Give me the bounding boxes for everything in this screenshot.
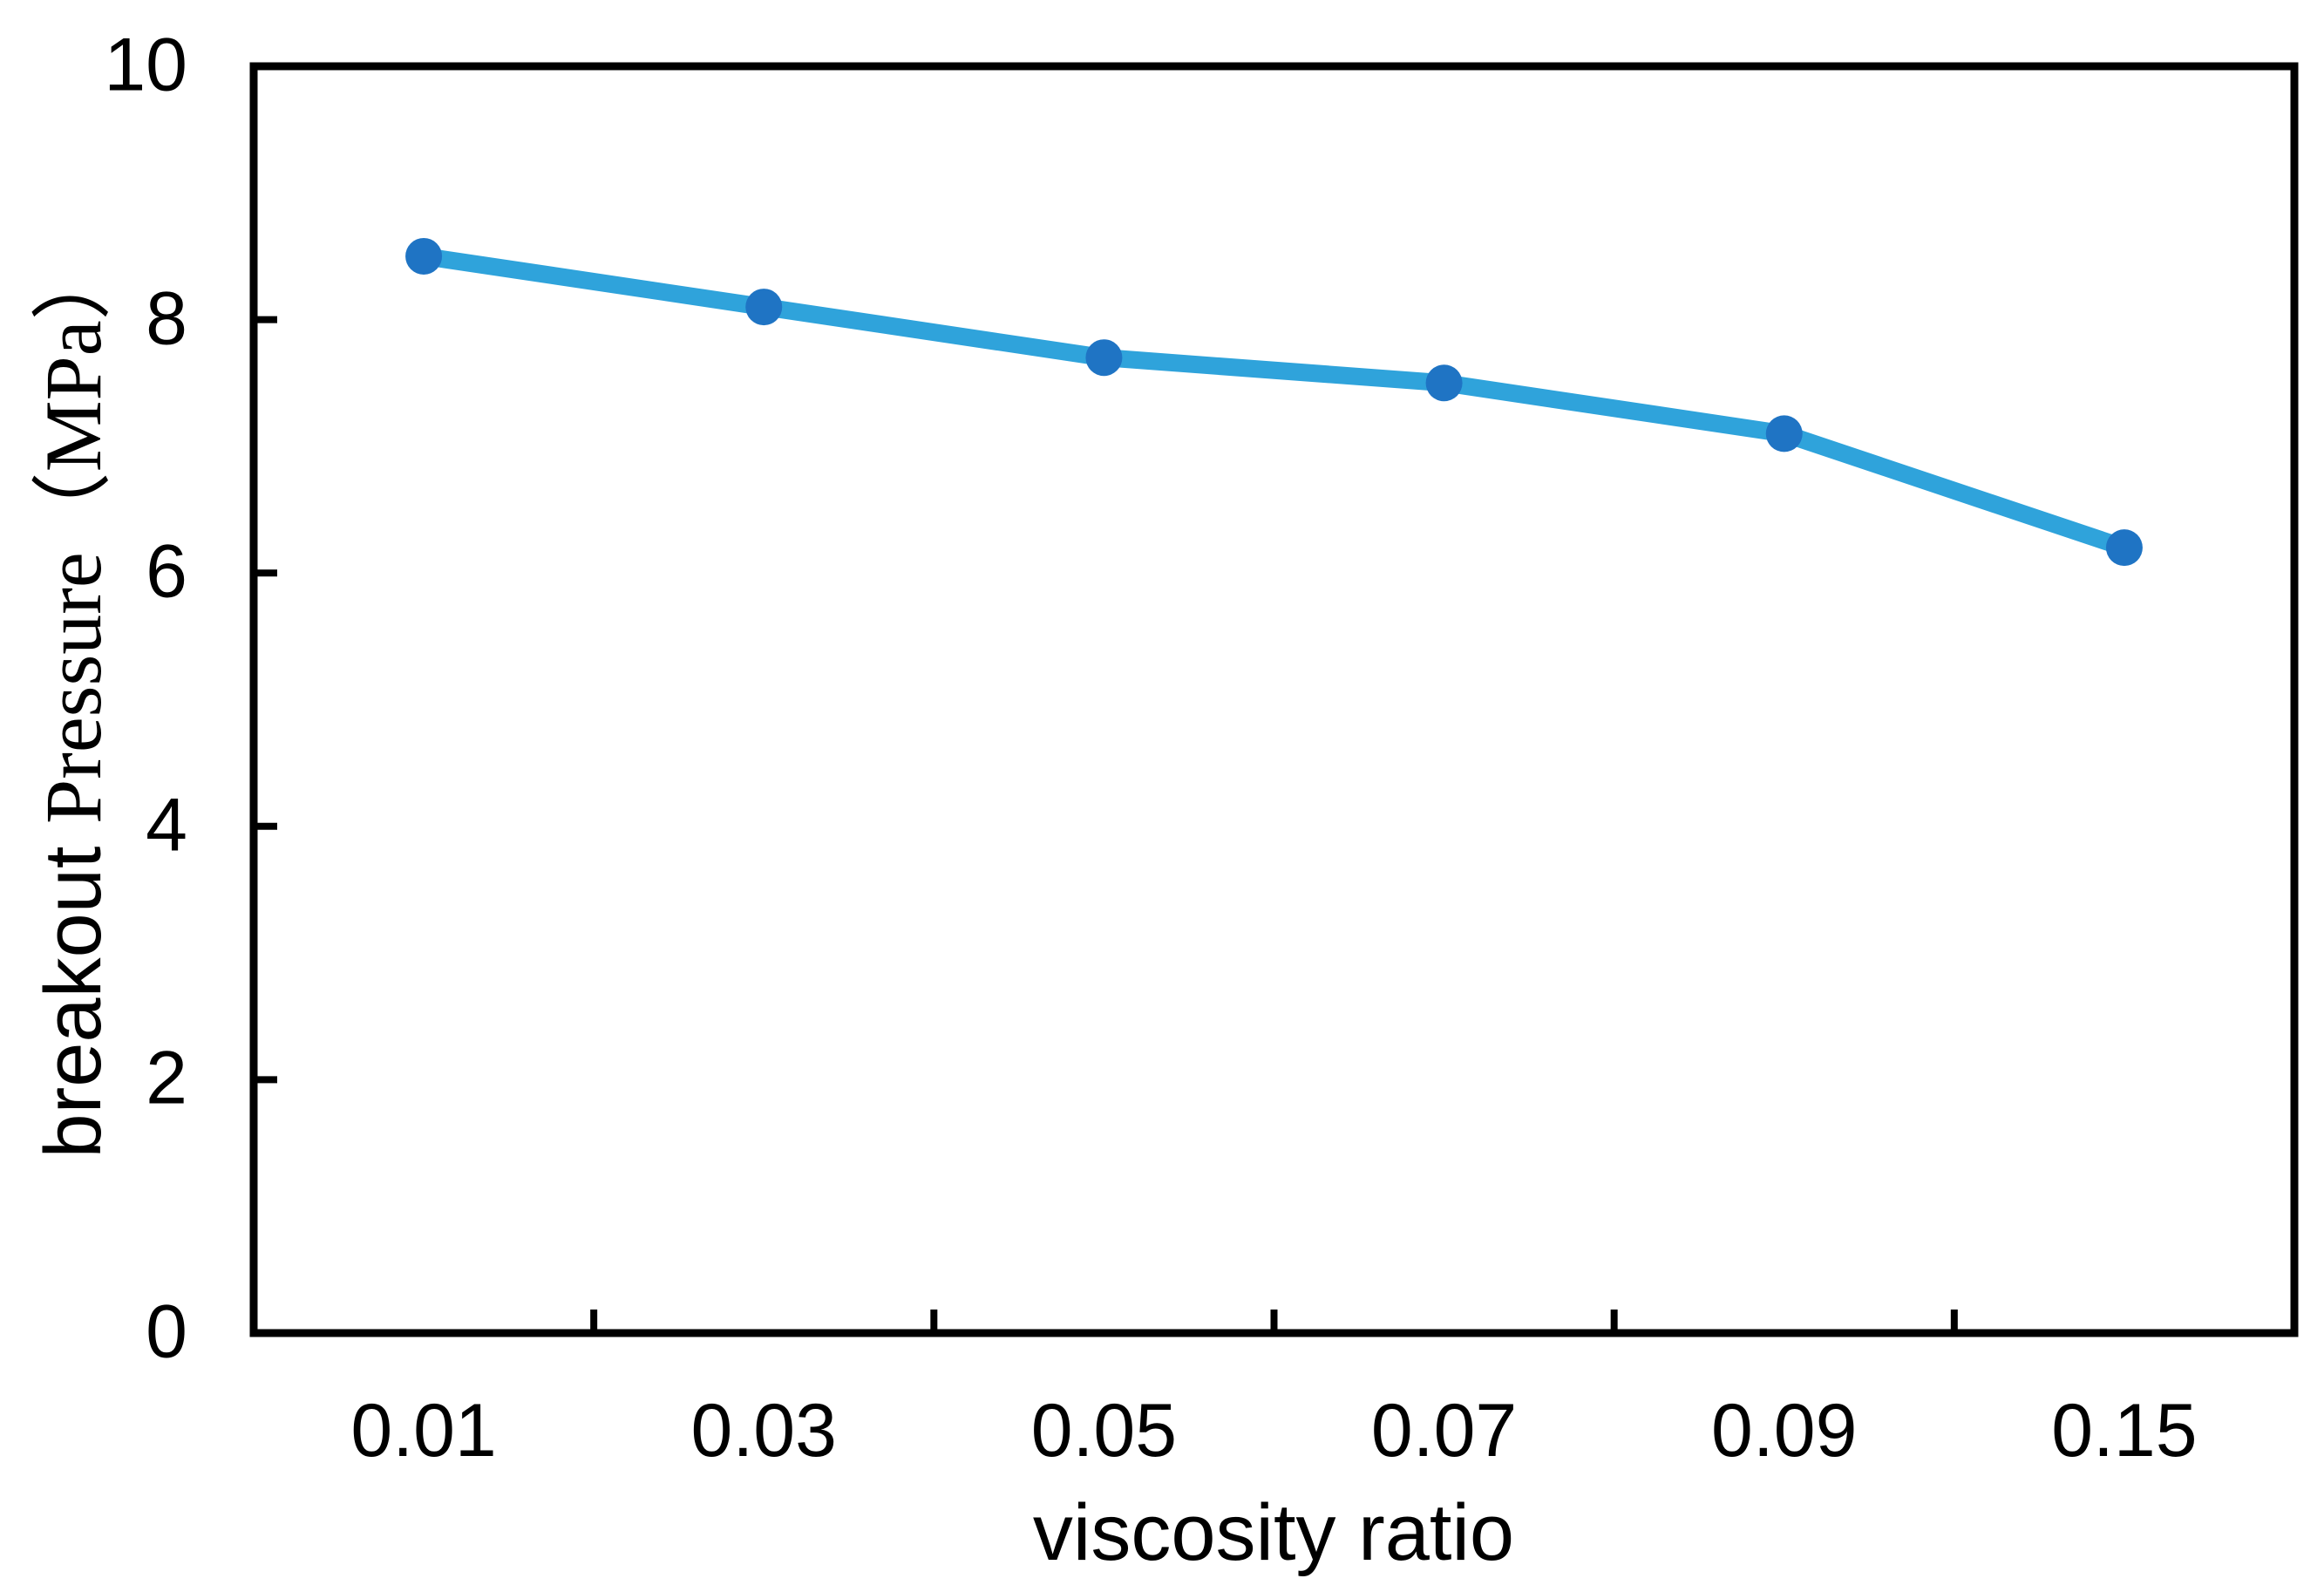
y-tick-label: 6: [146, 529, 187, 614]
x-tick-label: 0.05: [1030, 1389, 1178, 1473]
series-line: [415, 247, 2133, 557]
y-axis-title-serif-part: Pressure（MPa）: [29, 240, 118, 824]
y-tick-label: 8: [146, 276, 187, 360]
data-point-marker: [2105, 529, 2143, 567]
x-axis-title: viscosity ratio: [1032, 1488, 1515, 1577]
data-point-marker: [745, 289, 783, 326]
x-tick-label: 0.15: [2051, 1389, 2198, 1473]
data-point-marker: [1425, 364, 1463, 402]
plot-border: [249, 62, 2299, 1337]
y-tick-label: 10: [104, 23, 187, 107]
data-point-marker: [405, 237, 443, 275]
y-axis-title: breakout Pressure（MPa）: [29, 240, 118, 1158]
y-axis-title-sans-part: breakout: [29, 823, 118, 1159]
x-tick-label: 0.09: [1711, 1389, 1858, 1473]
x-tick-label: 0.07: [1370, 1389, 1518, 1473]
data-point-marker: [1085, 339, 1123, 377]
y-tick-label: 4: [146, 783, 187, 867]
y-tick-label: 0: [146, 1289, 187, 1374]
data-point-marker: [1765, 415, 1803, 452]
x-tick-label: 0.03: [690, 1389, 837, 1473]
y-tick-label: 2: [146, 1036, 187, 1120]
x-tick-label: 0.01: [350, 1389, 497, 1473]
